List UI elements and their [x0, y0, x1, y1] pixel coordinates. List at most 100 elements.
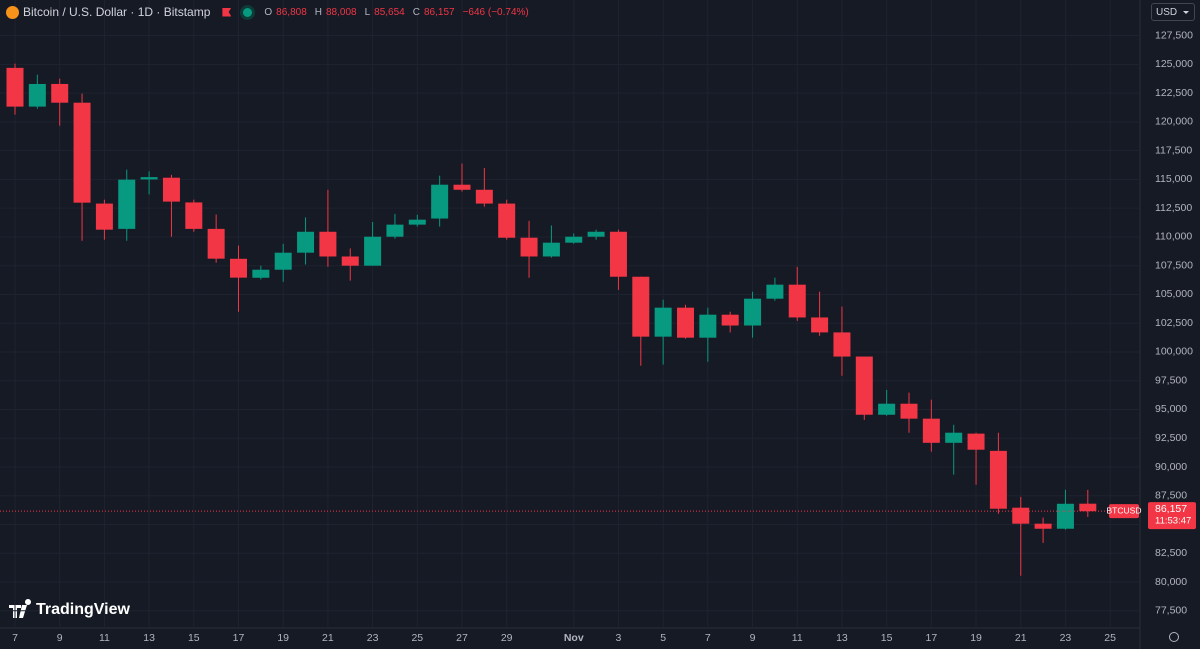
x-tick-label: 9 — [57, 632, 63, 644]
candle-body — [73, 102, 91, 203]
change: −646 (−0.74%) — [462, 6, 529, 18]
y-tick-label: 97,500 — [1155, 374, 1187, 386]
candle-body — [632, 276, 650, 337]
candle-body — [565, 236, 583, 243]
candle-body — [1012, 507, 1030, 524]
candle-body — [989, 450, 1007, 509]
y-tick-label: 117,500 — [1155, 144, 1192, 156]
candle-body — [788, 284, 806, 318]
y-tick-label: 120,000 — [1155, 116, 1193, 128]
y-tick-label: 127,500 — [1155, 29, 1193, 41]
y-tick-label: 77,500 — [1155, 605, 1187, 617]
x-tick-label: 9 — [750, 632, 756, 644]
close-value: 86,157 — [423, 6, 455, 18]
y-tick-label: 95,000 — [1155, 403, 1187, 415]
candle-body — [967, 433, 985, 450]
y-tick-label: 80,000 — [1155, 576, 1187, 588]
x-tick-label: 19 — [970, 632, 982, 644]
candle-body — [609, 231, 627, 277]
y-tick-label: 110,000 — [1155, 231, 1192, 243]
y-tick-label: 82,500 — [1155, 547, 1187, 559]
x-tick-label: 7 — [12, 632, 18, 644]
x-tick-label: 27 — [456, 632, 468, 644]
low-value: 85,654 — [374, 6, 405, 18]
open-value: 86,808 — [276, 6, 307, 18]
x-tick-label: 11 — [99, 632, 110, 644]
logo[interactable]: TradingView — [36, 601, 130, 618]
candle-body — [140, 177, 158, 180]
candle-body — [319, 231, 337, 257]
candle-body — [408, 219, 426, 225]
y-tick-label: 100,000 — [1155, 346, 1193, 358]
candle-body — [833, 332, 851, 357]
x-tick-label: 25 — [411, 632, 423, 644]
y-tick-label: 122,500 — [1155, 87, 1193, 99]
price-tag: 86,157 — [1155, 503, 1187, 515]
currency-select[interactable]: USD — [1151, 3, 1195, 21]
x-tick-label: 15 — [881, 632, 893, 644]
x-tick-label: 17 — [233, 632, 245, 644]
x-tick-label: 13 — [836, 632, 848, 644]
candle-body — [520, 237, 538, 257]
candle-body — [162, 177, 180, 202]
x-tick-label: 15 — [188, 632, 200, 644]
candle-body — [811, 317, 829, 333]
candle-body — [51, 83, 69, 103]
candle-body — [922, 418, 940, 443]
candle-body — [297, 231, 315, 253]
candle-body — [453, 184, 471, 190]
settings-icon[interactable] — [1169, 632, 1179, 642]
candle-body — [1034, 523, 1052, 529]
x-tick-label: 5 — [660, 632, 666, 644]
x-tick-label: 23 — [367, 632, 379, 644]
x-tick-label: 23 — [1060, 632, 1072, 644]
flag-icon[interactable] — [222, 7, 232, 17]
candle-body — [766, 284, 784, 299]
candle-body — [677, 307, 694, 338]
close-label: C — [412, 6, 420, 18]
candle-body — [721, 314, 739, 326]
logo-mark — [9, 599, 32, 618]
y-tick-label: 87,500 — [1155, 490, 1187, 502]
candle-body — [431, 184, 449, 219]
candle-body — [498, 203, 516, 238]
high-label: H — [314, 6, 322, 18]
x-tick-label: 21 — [322, 632, 334, 644]
x-tick-label: Nov — [564, 632, 584, 644]
x-tick-label: 3 — [616, 632, 622, 644]
y-tick-label: 112,500 — [1155, 202, 1192, 214]
x-tick-label: 17 — [926, 632, 938, 644]
candle-body — [1079, 503, 1097, 512]
x-tick-label: 7 — [705, 632, 711, 644]
candle-body — [95, 203, 113, 230]
candle-body — [475, 189, 493, 204]
x-tick-label: 29 — [501, 632, 513, 644]
candle-body — [185, 202, 203, 229]
candle-body — [878, 403, 896, 415]
y-tick-label: 125,000 — [1155, 58, 1193, 70]
candle-body — [274, 252, 292, 270]
candle-body — [587, 231, 605, 237]
symbol[interactable]: Bitcoin / U.S. Dollar · 1D · Bitstamp — [23, 5, 211, 19]
coin-icon — [6, 5, 19, 19]
candle-body — [386, 224, 404, 237]
candle-body — [118, 179, 136, 229]
open-label: O — [264, 6, 273, 18]
y-tick-label: 107,500 — [1155, 259, 1193, 271]
candle-body — [252, 269, 270, 278]
candle-body — [744, 298, 762, 326]
candle-body — [364, 236, 382, 266]
x-tick-label: 25 — [1104, 632, 1116, 644]
candle-body — [945, 432, 963, 443]
candle-body — [6, 67, 24, 107]
candle-body — [900, 403, 918, 419]
candle-body — [654, 307, 672, 337]
candle-body — [699, 314, 717, 338]
low-label: L — [364, 6, 371, 18]
candle-body — [341, 256, 359, 266]
symbol-tag: BTCUSD — [1107, 505, 1142, 515]
symbol-tag-bg — [1109, 504, 1139, 519]
